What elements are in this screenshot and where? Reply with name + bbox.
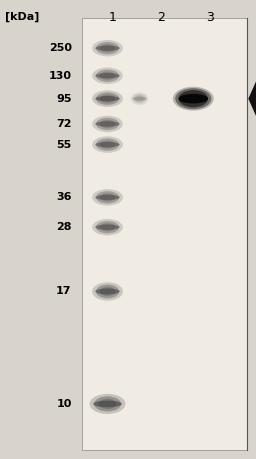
Text: [kDa]: [kDa] (5, 11, 39, 22)
Text: 2: 2 (157, 11, 165, 24)
Text: 130: 130 (49, 71, 72, 81)
Ellipse shape (96, 118, 119, 130)
Ellipse shape (100, 140, 115, 149)
Ellipse shape (92, 219, 123, 235)
Text: 1: 1 (109, 11, 116, 24)
Ellipse shape (92, 67, 123, 84)
Polygon shape (248, 78, 256, 119)
Ellipse shape (131, 92, 148, 105)
Ellipse shape (95, 121, 120, 127)
Ellipse shape (92, 40, 123, 56)
Ellipse shape (95, 289, 120, 295)
Ellipse shape (100, 223, 115, 231)
Ellipse shape (173, 87, 214, 111)
Ellipse shape (93, 401, 122, 407)
Ellipse shape (100, 287, 115, 296)
Ellipse shape (96, 285, 119, 298)
Ellipse shape (95, 45, 120, 51)
Ellipse shape (96, 221, 119, 233)
Ellipse shape (96, 191, 119, 203)
Ellipse shape (100, 120, 115, 128)
Ellipse shape (92, 116, 123, 132)
Ellipse shape (92, 136, 123, 153)
Text: 17: 17 (56, 286, 72, 297)
Text: 3: 3 (206, 11, 214, 24)
Ellipse shape (100, 44, 115, 52)
Ellipse shape (100, 72, 115, 80)
Text: 250: 250 (49, 43, 72, 53)
Ellipse shape (92, 189, 123, 206)
Text: 28: 28 (56, 222, 72, 232)
Ellipse shape (95, 195, 120, 200)
Ellipse shape (94, 396, 121, 412)
Ellipse shape (133, 94, 146, 103)
Text: 36: 36 (56, 192, 72, 202)
Ellipse shape (92, 282, 123, 301)
Ellipse shape (100, 193, 115, 202)
Bar (82, 18, 247, 450)
Ellipse shape (178, 94, 208, 103)
Text: 10: 10 (56, 399, 72, 409)
Ellipse shape (95, 96, 120, 101)
Ellipse shape (96, 92, 119, 105)
Ellipse shape (99, 399, 116, 409)
Ellipse shape (95, 224, 120, 230)
Text: 95: 95 (56, 94, 72, 104)
Ellipse shape (96, 139, 119, 151)
Ellipse shape (92, 90, 123, 107)
Ellipse shape (95, 73, 120, 78)
Ellipse shape (100, 95, 115, 103)
Text: 55: 55 (56, 140, 72, 150)
Ellipse shape (178, 90, 208, 107)
Ellipse shape (175, 88, 211, 109)
Ellipse shape (132, 96, 147, 101)
Ellipse shape (90, 394, 125, 414)
Ellipse shape (96, 42, 119, 55)
Ellipse shape (96, 70, 119, 82)
Text: 72: 72 (56, 119, 72, 129)
Ellipse shape (95, 142, 120, 147)
Ellipse shape (135, 95, 144, 102)
